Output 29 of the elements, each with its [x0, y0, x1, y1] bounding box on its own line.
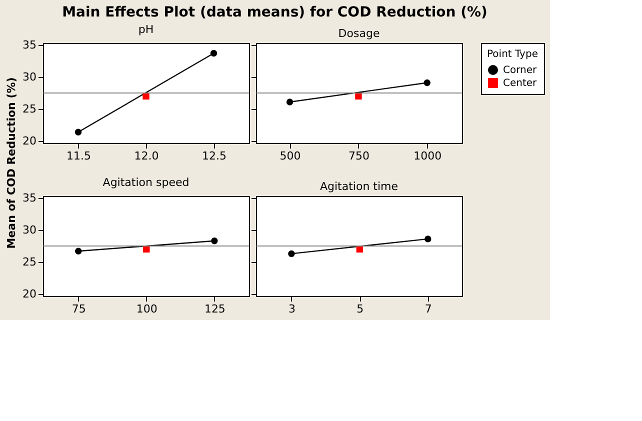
x-tick-label: 5	[356, 302, 364, 316]
y-tick-label: 35	[22, 38, 36, 52]
y-tick-label: 30	[22, 70, 36, 84]
x-tick-label: 75	[72, 302, 86, 316]
x-tick-label: 11.5	[66, 150, 91, 162]
x-tick-label: 125	[204, 302, 226, 316]
y-tick-label: 25	[22, 256, 36, 269]
x-tick-label: 100	[136, 302, 158, 316]
x-tick-label: 7	[424, 302, 432, 316]
x-tick-label: 12.0	[134, 150, 159, 162]
legend-label: Corner	[503, 65, 538, 76]
y-tick-label: 30	[22, 223, 36, 236]
y-axis-title: Mean of COD Reduction (%)	[5, 77, 18, 249]
y-tick-label: 25	[22, 102, 36, 116]
x-tick-label: 750	[348, 150, 370, 162]
x-tick-label: 1000	[414, 150, 442, 162]
chart-title: Main Effects Plot (data means) for COD Reduction (%)	[62, 4, 488, 20]
x-axis-title: Agitation speed	[102, 176, 190, 189]
x-axis-title: Agitation time	[320, 180, 398, 193]
y-tick-label: 20	[22, 288, 36, 301]
y-tick-label: 35	[22, 191, 36, 204]
x-axis-title: pH	[138, 22, 154, 36]
y-tick-label: 20	[22, 134, 36, 148]
x-axis-title: Dosage	[338, 27, 380, 40]
x-tick-label: 3	[288, 302, 296, 316]
x-tick-label: 500	[280, 150, 301, 162]
legend-label: Center	[503, 78, 538, 89]
x-tick-label: 12.5	[202, 150, 227, 162]
legend-title: Point Type	[487, 49, 538, 60]
